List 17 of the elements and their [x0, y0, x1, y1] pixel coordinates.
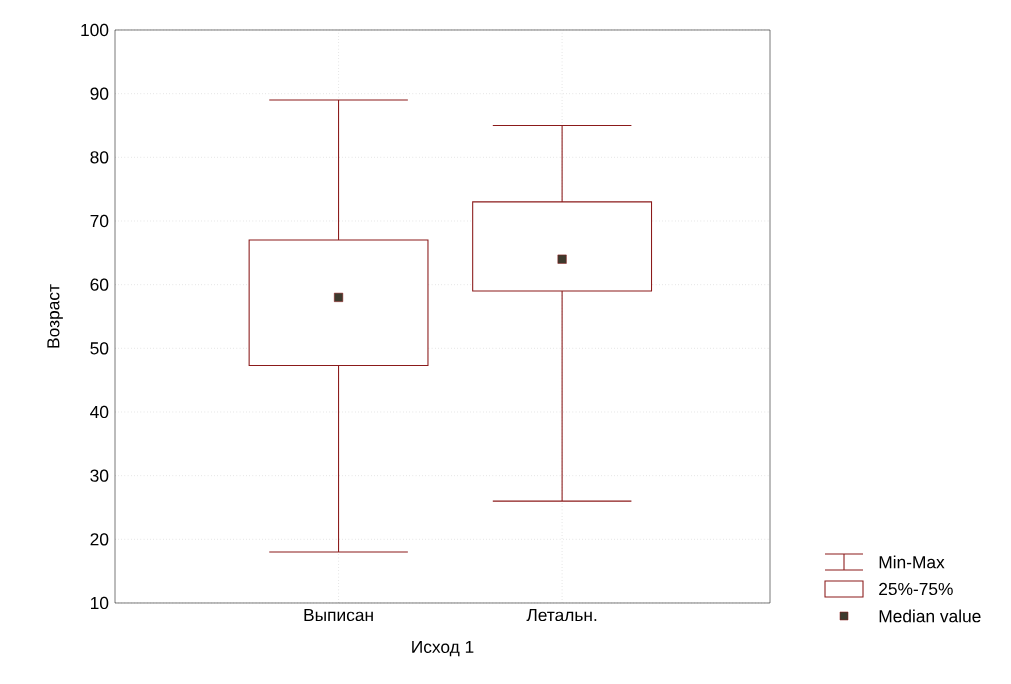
- y-tick-label: 20: [90, 533, 109, 546]
- x-tick-label: Выписан: [304, 609, 373, 622]
- y-tick-label: 90: [90, 87, 109, 100]
- y-tick-label: 50: [90, 342, 109, 355]
- text: 25%-75%: [879, 582, 953, 596]
- text: Median value: [879, 609, 981, 623]
- y-tick-label: 30: [90, 469, 109, 482]
- x-tick-label: Летальн.: [526, 609, 597, 622]
- y-tick-label: 100: [81, 23, 109, 37]
- x-axis-title: Исход 1: [412, 640, 474, 657]
- y-tick-label: 10: [91, 596, 109, 610]
- y-axis-title: Возраст: [47, 284, 63, 348]
- y-tick-label: 70: [90, 214, 109, 228]
- y-tick-label: 60: [90, 278, 109, 291]
- y-tick-label: 40: [90, 405, 109, 419]
- text: Min-Max: [879, 555, 945, 569]
- y-tick-label: 80: [90, 151, 109, 164]
